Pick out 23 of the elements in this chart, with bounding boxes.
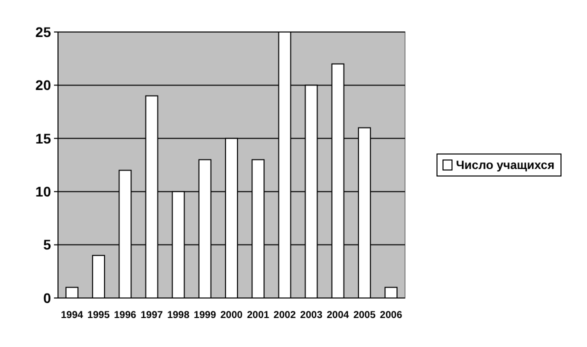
y-tick-label: 20 bbox=[35, 77, 52, 94]
x-tick-label: 2000 bbox=[220, 310, 244, 321]
x-tick-label: 1998 bbox=[167, 310, 190, 321]
x-tick-label: 2006 bbox=[380, 310, 403, 321]
bar bbox=[384, 286, 398, 298]
y-tick-label: 25 bbox=[35, 24, 52, 40]
x-tick-label: 1999 bbox=[194, 310, 216, 321]
x-tick-label: 1996 bbox=[114, 310, 137, 321]
bar bbox=[92, 254, 106, 298]
x-tick-label: 2005 bbox=[353, 310, 376, 321]
x-tick-label: 2002 bbox=[274, 310, 296, 321]
legend-label: Число учащихся bbox=[456, 158, 554, 172]
x-tick-label: 1994 bbox=[60, 310, 84, 321]
x-tick-label: 1995 bbox=[87, 310, 110, 321]
y-tick-label: 15 bbox=[35, 130, 52, 146]
x-tick-label: 2003 bbox=[300, 310, 323, 321]
y-tick-label: 5 bbox=[43, 236, 52, 253]
x-tick-label: 1997 bbox=[140, 310, 164, 321]
x-tick-label: 2004 bbox=[326, 310, 350, 321]
y-tick-label: 0 bbox=[43, 290, 52, 306]
bar bbox=[65, 286, 78, 298]
y-tick-label: 10 bbox=[35, 184, 52, 200]
x-tick-label: 2001 bbox=[246, 310, 270, 321]
